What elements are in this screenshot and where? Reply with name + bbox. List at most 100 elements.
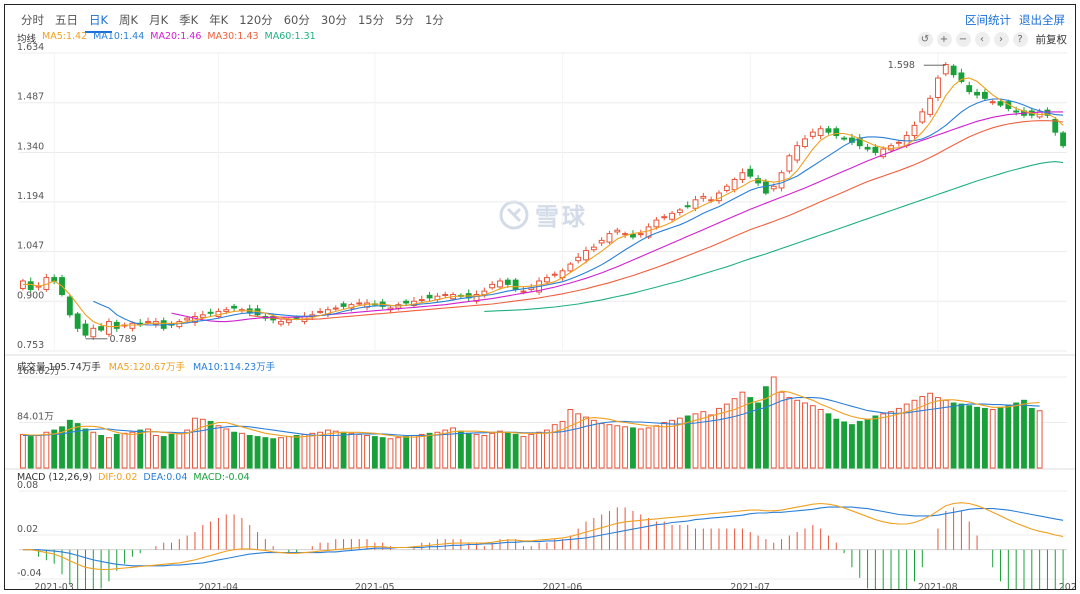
volume-bar [481,435,488,469]
candle-body [637,233,644,236]
candle-body [590,246,597,251]
volume-bar [864,418,871,469]
candle-body [1013,110,1020,113]
volume-bar [332,430,339,469]
volume-bar [450,427,456,469]
candle-body [82,323,89,336]
tab-12[interactable]: 1分 [424,13,444,27]
zoom-out-icon[interactable]: − [955,32,971,47]
adjust-mode-button[interactable]: 前复权 [1035,34,1068,46]
volume-bar [465,432,472,469]
volume-bar [543,429,550,469]
volume-bar [630,427,636,469]
volume-bar [497,430,503,469]
volume-bar [160,436,167,469]
help-icon[interactable]: ? [1012,32,1028,47]
candle-body [356,302,363,305]
tab-11[interactable]: 5分 [395,13,414,27]
range-stats-link[interactable]: 区间统计 [965,13,1011,27]
volume-bar [285,436,292,469]
macd-tick-label: -0.04 [17,568,42,579]
volume-bar [121,432,128,469]
volume-legend-title: 成交量 105.74万手 [17,362,101,373]
volume-bar [778,391,785,469]
tab-1[interactable]: 五日 [55,13,78,27]
candle-body [958,72,965,82]
volume-bar [395,437,402,469]
candle-body [504,279,511,285]
tab-10[interactable]: 15分 [357,13,385,27]
candle-body [981,91,988,99]
tab-5[interactable]: 季K [179,13,199,27]
volume-bar [911,399,918,469]
volume-bar [989,409,996,469]
tab-8[interactable]: 60分 [283,13,310,27]
chevron-right-icon[interactable]: › [993,32,1009,47]
candle-body [661,216,668,219]
volume-bar [653,425,660,469]
candle-body [403,300,410,304]
candle-body [145,321,151,324]
candle-body [106,321,112,335]
price-tick-label: 0.753 [17,340,44,351]
tab-3[interactable]: 周K [119,13,139,27]
candle-body [731,179,738,191]
candle-body [66,296,73,316]
volume-bar [27,436,34,469]
candle-body [997,101,1004,106]
candle-body [911,124,918,137]
volume-bar [849,424,855,469]
candle-body [278,321,284,325]
volume-bar [387,438,394,469]
volume-bar [1036,410,1043,469]
volume-bar [223,428,230,469]
volume-bar [137,429,144,469]
dif-line [22,502,1064,571]
candle-body [520,290,527,293]
volume-bar [1021,399,1027,469]
price-tick-label: 1.487 [17,92,44,103]
tab-9[interactable]: 30分 [320,13,347,27]
candle-body [223,309,230,312]
chevron-left-icon[interactable]: ‹ [974,32,990,47]
candle-body [543,277,550,283]
candle-body [833,128,840,137]
macd-tick-label: 0.08 [17,480,38,491]
volume-bar [434,431,441,469]
volume-bar [645,427,652,469]
volume-bar [113,433,120,469]
tab-6[interactable]: 年K [209,13,229,27]
volume-bar [723,403,730,469]
volume-bar [669,419,675,469]
candle-body [966,85,973,93]
candle-body [74,313,81,329]
volume-bar [1028,407,1035,469]
candle-body [692,199,699,209]
candle-body [551,273,558,276]
volume-ma10-label: MA10:114.23万手 [192,362,276,373]
candle-body [872,146,879,153]
tab-7[interactable]: 120分 [239,13,273,27]
candle-body [676,209,683,213]
exit-fullscreen-link[interactable]: 退出全屏 [1019,13,1065,27]
tab-4[interactable]: 月K [149,13,169,27]
candle-body [723,185,730,191]
volume-bar [457,430,464,469]
tab-0[interactable]: 分时 [21,13,44,27]
undo-icon[interactable]: ↺ [917,32,933,47]
candle-body [950,65,957,76]
x-tick-label: 2021-09 [1059,582,1076,590]
ma-legend-title: 均线 [17,34,37,45]
macd-value-label: MACD:-0.04 [193,472,250,483]
candle-body [989,101,996,104]
dif-label: DIF:0.02 [98,472,138,483]
volume-bar [207,420,214,469]
volume-bar [583,416,589,469]
volume-bar [145,428,151,469]
tab-2[interactable]: 日K [85,11,113,33]
zoom-in-icon[interactable]: + [936,32,952,47]
volume-bar [731,398,738,469]
stock-chart[interactable]: 1.634 1.487 1.340 1.194 1.047 0.900 0.753 168.0… [5,5,1076,590]
candle-body [622,233,629,236]
ma10-label: MA10:1.44 [93,31,145,42]
